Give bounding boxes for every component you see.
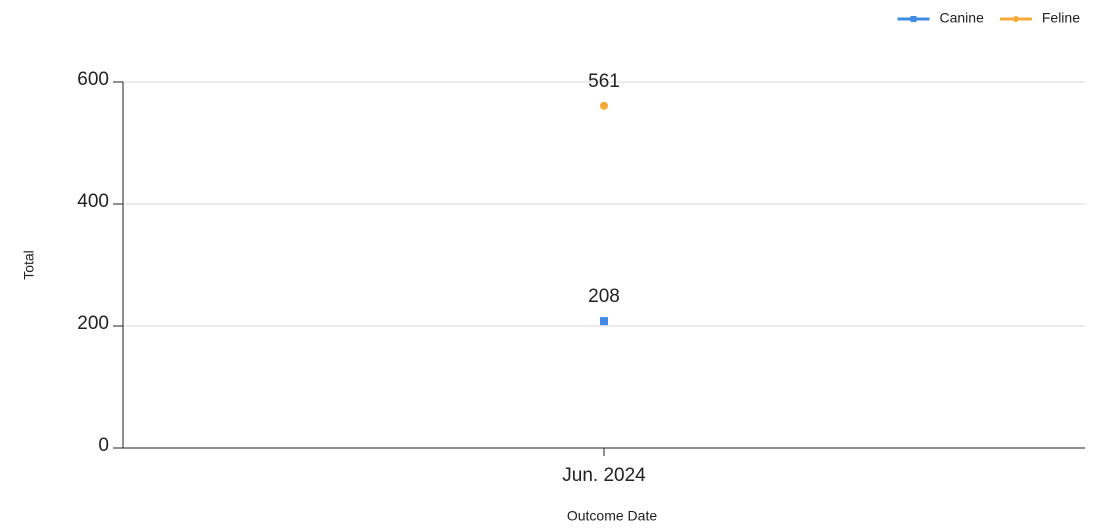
marker xyxy=(600,101,608,110)
y-axis-title: Total xyxy=(21,250,37,280)
legend-label: Canine xyxy=(939,10,984,26)
y-tick-label: 200 xyxy=(77,313,109,334)
data-label: 561 xyxy=(588,71,620,92)
data-label: 208 xyxy=(588,286,620,307)
legend-label: Feline xyxy=(1042,10,1080,26)
x-tick-label: Jun. 2024 xyxy=(562,465,646,486)
y-tick-label: 0 xyxy=(98,435,109,456)
marker xyxy=(600,317,608,326)
x-axis-title: Outcome Date xyxy=(567,508,657,524)
y-tick-label: 600 xyxy=(77,69,109,90)
legend-marker xyxy=(1012,16,1019,22)
y-tick-label: 400 xyxy=(77,191,109,212)
legend-marker xyxy=(910,16,917,22)
